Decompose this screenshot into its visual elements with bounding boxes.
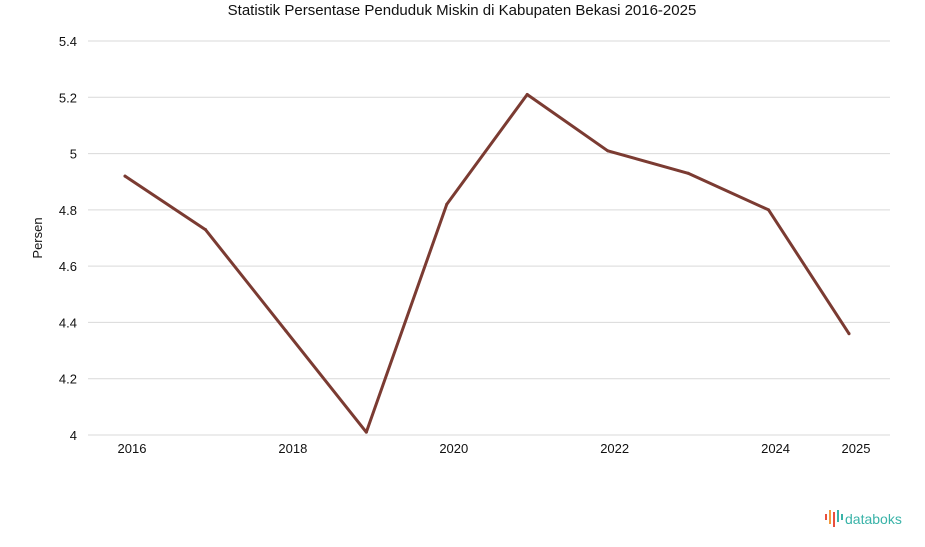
databoks-logo-icon <box>825 510 843 527</box>
data-point[interactable] <box>445 202 449 206</box>
data-point[interactable] <box>203 228 207 232</box>
y-tick-label: 4.4 <box>59 315 77 330</box>
gridlines <box>88 40 890 436</box>
y-tick-label: 4 <box>70 428 77 443</box>
data-point[interactable] <box>606 149 610 153</box>
y-tick-label: 4.2 <box>59 372 77 387</box>
x-tick-label: 2024 <box>761 441 790 456</box>
y-tick-label: 5 <box>70 147 77 162</box>
data-point[interactable] <box>686 171 690 175</box>
data-point[interactable] <box>364 430 368 434</box>
x-tick-label: 2018 <box>278 441 307 456</box>
data-point[interactable] <box>284 329 288 333</box>
data-point[interactable] <box>123 174 127 178</box>
y-tick-label: 4.8 <box>59 203 77 218</box>
data-point[interactable] <box>767 208 771 212</box>
y-tick-label: 5.2 <box>59 90 77 105</box>
data-point[interactable] <box>525 92 529 96</box>
y-axis-ticks: 4 4.2 4.4 4.6 4.8 5 5.2 5.4 <box>59 34 77 443</box>
data-point[interactable] <box>847 332 851 336</box>
x-axis-ticks: 2016 2018 2020 2022 2024 2025 <box>118 441 871 456</box>
y-tick-label: 5.4 <box>59 34 77 49</box>
data-points <box>123 92 851 434</box>
x-tick-label: 2020 <box>439 441 468 456</box>
y-axis-label: Persen <box>30 217 45 258</box>
x-tick-label: 2022 <box>600 441 629 456</box>
y-tick-label: 4.6 <box>59 259 77 274</box>
series-line <box>123 93 851 434</box>
chart-title: Statistik Persentase Penduduk Miskin di … <box>228 2 697 19</box>
brand-name: databoks <box>845 511 902 527</box>
brand-logo[interactable]: databoks <box>825 510 902 527</box>
x-tick-label: 2025 <box>842 441 871 456</box>
x-tick-label: 2016 <box>118 441 147 456</box>
